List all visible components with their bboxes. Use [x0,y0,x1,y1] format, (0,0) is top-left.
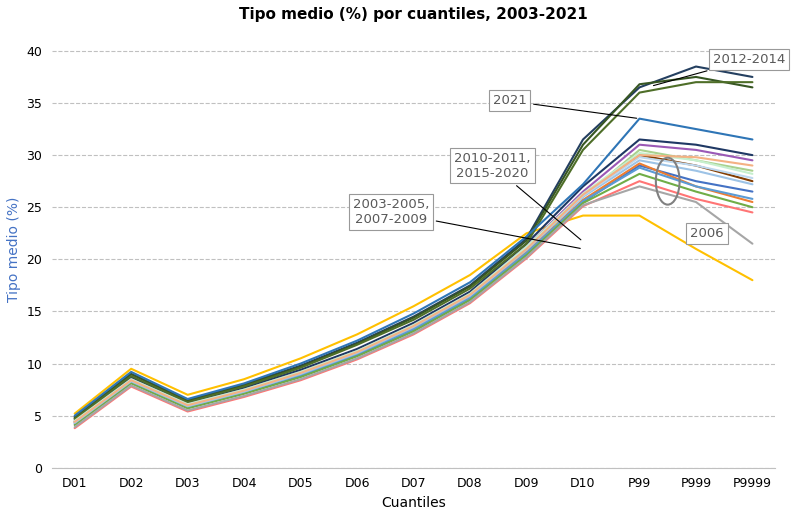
Title: Tipo medio (%) por cuantiles, 2003-2021: Tipo medio (%) por cuantiles, 2003-2021 [239,7,588,22]
Text: 2012-2014: 2012-2014 [654,53,785,86]
Y-axis label: Tipo medio (%): Tipo medio (%) [7,196,21,301]
Text: 2010-2011,
2015-2020: 2010-2011, 2015-2020 [454,151,581,240]
X-axis label: Cuantiles: Cuantiles [381,496,446,510]
Text: 2003-2005,
2007-2009: 2003-2005, 2007-2009 [352,199,580,248]
Text: 2006: 2006 [690,227,724,240]
Text: 2021: 2021 [493,95,637,118]
